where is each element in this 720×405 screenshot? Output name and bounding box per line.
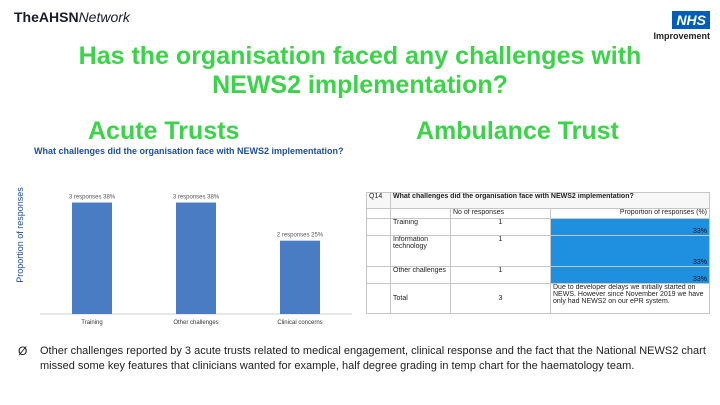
x-tick-label: Other challenges: [173, 320, 218, 326]
table-row: Information technology 1 33%: [366, 234, 710, 268]
row-pct: 33%: [550, 266, 710, 284]
data-label: 2 responses 25%: [277, 233, 324, 239]
data-label: 3 responses 38%: [69, 195, 116, 201]
bullet-arrow-icon: Ø: [18, 344, 28, 358]
bar-training: [72, 202, 112, 314]
ambulance-trust-table: Q14 What challenges did the organisation…: [366, 192, 710, 314]
ambulance-trust-heading: Ambulance Trust: [416, 117, 619, 145]
row-count: 1: [450, 266, 551, 284]
total-count: 3: [450, 283, 551, 314]
table-col-count: No of responses: [450, 208, 551, 219]
table-col-prop: Proportion of responses (%): [550, 208, 710, 219]
nhs-sub: Improvement: [653, 31, 710, 41]
row-label: Training: [390, 218, 451, 236]
bar-other-challenges: [176, 202, 216, 314]
total-label: Total: [390, 283, 451, 314]
table-total-row: Total 3 Due to developer delays we initi…: [366, 283, 710, 314]
table-row: Other challenges 1 33%: [366, 266, 710, 284]
ahsn-network-logo: TheAHSNNetwork: [14, 9, 130, 25]
row-pct: 33%: [550, 234, 710, 268]
x-tick-label: Clinical concerns: [277, 320, 322, 326]
bar-clinical-concerns: [280, 240, 320, 314]
nhs-improvement-logo: NHS Improvement: [650, 11, 710, 41]
row-label: Other challenges: [390, 266, 451, 284]
table-note: Due to developer delays we initially sta…: [550, 283, 710, 314]
chart-title: What challenges did the organisation fac…: [34, 146, 344, 156]
chart-y-axis-label: Proportion of responses: [15, 187, 25, 283]
slide-title: Has the organisation faced any challenge…: [78, 42, 642, 99]
acute-trusts-bar-chart: 3 responses 38% Training 3 responses 38% Ot…: [40, 195, 352, 326]
acute-trusts-heading: Acute Trusts: [88, 117, 240, 145]
table-row: Training 1 33%: [366, 218, 710, 236]
row-label: Information technology: [390, 234, 451, 268]
x-tick-label: Training: [81, 320, 102, 326]
table-question: What challenges did the organisation fac…: [390, 192, 710, 209]
table-qid: Q14: [366, 192, 391, 209]
row-pct: 33%: [550, 218, 710, 236]
row-count: 1: [450, 234, 551, 268]
bullet-text: Other challenges reported by 3 acute tru…: [40, 345, 706, 372]
data-label: 3 responses 38%: [173, 195, 220, 201]
row-count: 1: [450, 218, 551, 236]
nhs-badge: NHS: [672, 11, 710, 29]
